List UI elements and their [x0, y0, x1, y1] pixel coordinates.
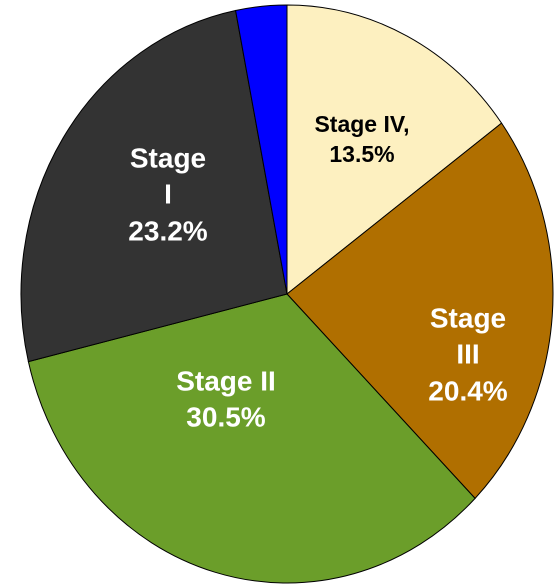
slice-label: Stage I 23.2% — [123, 140, 213, 249]
value-label: 20.4% — [428, 375, 508, 407]
category-label: Stage IV, — [314, 111, 410, 138]
value-label: 23.2% — [128, 215, 208, 247]
pie-slice — [234, 4, 288, 295]
slice-label: Stage III 20.4% — [418, 300, 518, 409]
pie-slice — [286, 4, 503, 296]
category-label: Stage III — [429, 302, 507, 370]
slice-label: Stage II 30.5% — [126, 364, 326, 437]
value-label: 13.5% — [329, 141, 395, 167]
category-label: Stage I — [129, 142, 207, 210]
category-label: Stage II — [176, 365, 276, 397]
pie-slice — [27, 293, 476, 584]
slice-label: Stage IV, 13.5% — [272, 110, 452, 170]
pie-slice — [286, 122, 554, 500]
pie-slice — [20, 9, 288, 363]
value-label: 30.5% — [186, 402, 266, 433]
